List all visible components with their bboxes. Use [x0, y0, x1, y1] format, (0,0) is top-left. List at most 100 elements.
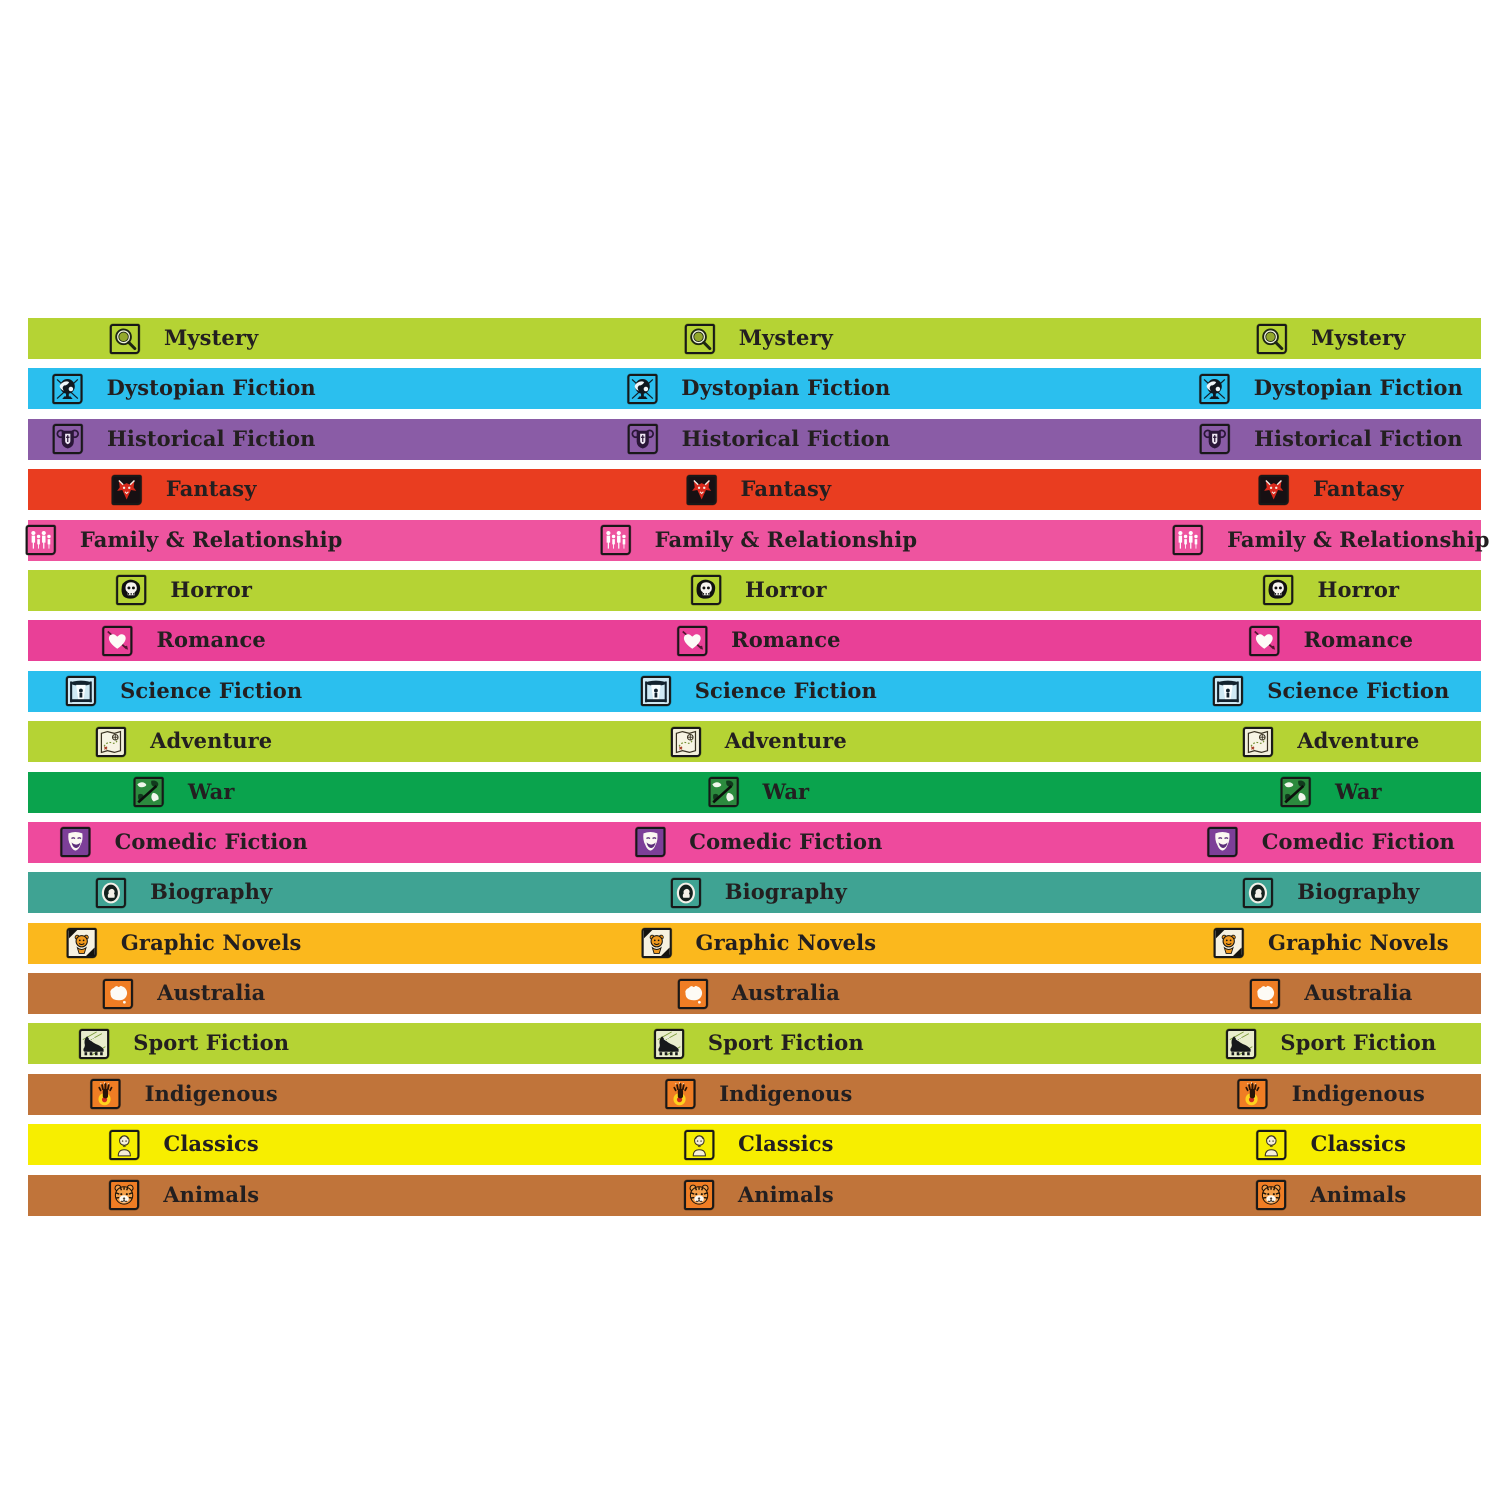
genre-label-group: Horror	[1263, 575, 1400, 606]
genre-label-group: Science Fiction	[640, 676, 877, 707]
genre-label: Mystery	[1311, 325, 1406, 350]
genre-label-group: Australia	[677, 978, 840, 1009]
genre-strip-sport-fiction: Sport Fiction Sport Fiction Sport Fictio…	[28, 1023, 1481, 1065]
hand-sun-icon	[665, 1079, 696, 1110]
genre-label: War	[762, 778, 810, 804]
skull-icon	[1263, 575, 1294, 606]
treasure-map-icon	[670, 726, 701, 757]
genre-label-group: Australia	[103, 978, 266, 1009]
skull-icon	[116, 575, 147, 606]
genre-label-group: Biography	[96, 877, 273, 908]
genre-label-group: Family & Relationship	[600, 525, 918, 556]
genre-label: Australia	[157, 980, 266, 1006]
genre-label: Horror	[745, 576, 827, 602]
genre-label-group: Adventure	[1243, 726, 1420, 757]
australia-map-icon	[103, 978, 134, 1009]
genre-label: Australia	[1304, 980, 1413, 1006]
genre-label: Indigenous	[1291, 1080, 1425, 1106]
crest-icon	[1200, 424, 1231, 455]
genre-label: War	[187, 778, 235, 804]
genre-label: Horror	[1317, 576, 1400, 602]
family-icon	[600, 525, 631, 556]
genre-label-group: Horror	[116, 575, 253, 606]
genre-label-group: Dystopian Fiction	[1199, 373, 1463, 404]
genre-label-group: Historical Fiction	[52, 424, 316, 455]
bust-icon	[684, 1129, 715, 1160]
genre-label: Dystopian Fiction	[681, 375, 891, 401]
alien-abduction-icon	[66, 676, 97, 707]
genre-label: Horror	[170, 576, 253, 602]
genre-label: Animals	[1310, 1181, 1407, 1207]
genre-label-group: Historical Fiction	[1200, 424, 1463, 455]
genre-label-group: War	[133, 777, 235, 808]
genre-strip-graphic-novels: Graphic Novels Graphic Novels Graphic No…	[28, 922, 1481, 964]
strips-container: Mystery Mystery Mystery Dystopian Fictio…	[25, 318, 1489, 1216]
genre-strip-war: War War War	[28, 771, 1481, 813]
genre-label-group: Graphic Novels	[66, 928, 302, 959]
camouflage-icon	[1280, 777, 1311, 808]
genre-label-group: Comedic Fiction	[1207, 827, 1455, 858]
genre-label: Indigenous	[144, 1080, 278, 1106]
genre-label: Indigenous	[719, 1080, 853, 1106]
genre-label: Historical Fiction	[1254, 425, 1463, 451]
genre-label: Classics	[738, 1131, 834, 1157]
genre-label-group: Family & Relationship	[25, 525, 343, 556]
magnifier-icon	[1257, 323, 1288, 354]
genre-strip-dystopian-fiction: Dystopian Fiction Dystopian Fiction Dyst…	[28, 368, 1481, 410]
genre-label-group: Mystery	[1257, 323, 1406, 354]
genre-label-group: Fantasy	[1258, 474, 1404, 505]
genre-label-group: Dystopian Fiction	[52, 373, 316, 404]
genre-label-group: Sport Fiction	[79, 1028, 290, 1059]
genre-label-group: Classics	[1256, 1129, 1406, 1160]
genre-label-group: Sport Fiction	[653, 1028, 864, 1059]
genre-label: Graphic Novels	[120, 929, 302, 955]
family-icon	[1173, 525, 1204, 556]
genre-label-group: Biography	[670, 877, 847, 908]
genre-label-group: Indigenous	[1237, 1079, 1425, 1110]
genre-label-group: Science Fiction	[1213, 676, 1449, 707]
genre-label: Biography	[150, 879, 273, 905]
globe-icon	[52, 373, 83, 404]
genre-label-group: War	[1280, 777, 1382, 808]
genre-label: Biography	[1297, 879, 1420, 905]
genre-label-group: Biography	[1243, 877, 1420, 908]
genre-strip-biography: Biography Biography Biography	[28, 872, 1481, 914]
crest-icon	[52, 424, 83, 455]
australia-map-icon	[677, 978, 708, 1009]
skull-icon	[691, 575, 722, 606]
genre-label-group: Adventure	[96, 726, 272, 757]
heart-arrow-icon	[102, 625, 133, 656]
genre-label-group: Mystery	[110, 323, 258, 354]
genre-label-group: War	[708, 777, 810, 808]
genre-label-group: Indigenous	[90, 1079, 278, 1110]
genre-label-group: Sport Fiction	[1226, 1028, 1436, 1059]
genre-label: Sport Fiction	[707, 1030, 864, 1056]
genre-label: Dystopian Fiction	[1253, 375, 1463, 401]
football-boot-icon	[653, 1028, 684, 1059]
cameo-icon	[1243, 877, 1274, 908]
genre-label: Fantasy	[1312, 476, 1404, 502]
genre-label-group: Animals	[109, 1180, 259, 1211]
genre-strip-classics: Classics Classics Classics	[28, 1124, 1481, 1166]
genre-label: Sport Fiction	[133, 1030, 290, 1056]
cameo-icon	[670, 877, 701, 908]
cameo-icon	[96, 877, 127, 908]
genre-label: Adventure	[1297, 728, 1420, 754]
genre-label-group: Historical Fiction	[627, 424, 891, 455]
genre-label-group: Graphic Novels	[1214, 928, 1449, 959]
genre-label-group: Classics	[684, 1129, 834, 1160]
genre-label: Historical Fiction	[106, 425, 316, 451]
genre-strip-family-relationship: Family & Relationship Family & Relations…	[25, 519, 1489, 561]
family-icon	[25, 525, 56, 556]
genre-label-group: Fantasy	[686, 474, 832, 505]
comedy-mask-icon	[635, 827, 666, 858]
genre-strip-romance: Romance Romance Romance	[28, 620, 1481, 662]
genre-label: Adventure	[724, 728, 847, 754]
comedy-mask-icon	[60, 827, 91, 858]
genre-label: Graphic Novels	[1268, 929, 1449, 955]
genre-label-group: Science Fiction	[66, 676, 302, 707]
genre-label: Romance	[156, 627, 266, 653]
genre-label-group: Fantasy	[111, 474, 257, 505]
crest-icon	[627, 424, 658, 455]
genre-label-group: Family & Relationship	[1173, 525, 1490, 556]
